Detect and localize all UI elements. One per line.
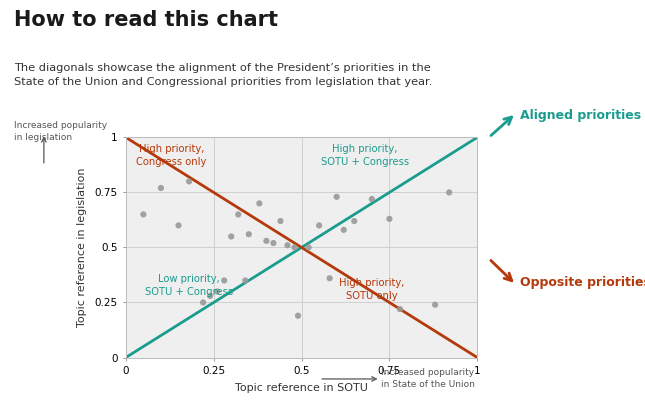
Text: High priority,
SOTU only: High priority, SOTU only — [339, 278, 404, 301]
Text: Increased popularity
in legislation: Increased popularity in legislation — [14, 121, 107, 142]
Text: Increased popularity
in State of the Union: Increased popularity in State of the Uni… — [381, 368, 475, 389]
Point — [156, 185, 166, 191]
Point — [349, 218, 359, 224]
Text: High priority,
Congress only: High priority, Congress only — [136, 144, 206, 167]
Point — [240, 277, 250, 284]
Point — [290, 244, 300, 250]
Text: How to read this chart: How to read this chart — [14, 10, 278, 30]
Point — [219, 277, 230, 284]
Point — [205, 292, 215, 299]
Point — [366, 196, 377, 202]
Point — [339, 227, 349, 233]
Point — [275, 218, 286, 224]
Point — [138, 211, 148, 218]
Point — [226, 233, 237, 240]
Point — [184, 178, 194, 185]
Point — [268, 240, 279, 246]
Point — [444, 189, 454, 196]
Point — [324, 275, 335, 282]
Text: High priority,
SOTU + Congress: High priority, SOTU + Congress — [321, 144, 409, 167]
Point — [283, 242, 293, 248]
Text: The diagonals showcase the alignment of the President’s priorities in the
State : The diagonals showcase the alignment of … — [14, 63, 433, 86]
Point — [233, 211, 243, 218]
Text: Aligned priorities: Aligned priorities — [520, 109, 641, 122]
Point — [303, 244, 313, 250]
Point — [174, 222, 184, 229]
Point — [198, 299, 208, 306]
Point — [384, 216, 395, 222]
Y-axis label: Topic reference in legislation: Topic reference in legislation — [77, 168, 87, 327]
Point — [395, 306, 405, 312]
Point — [244, 231, 254, 238]
Point — [261, 238, 272, 244]
X-axis label: Topic reference in SOTU: Topic reference in SOTU — [235, 383, 368, 393]
Text: Low priority,
SOTU + Congress: Low priority, SOTU + Congress — [145, 274, 233, 297]
Point — [332, 194, 342, 200]
Point — [293, 312, 303, 319]
Text: Opposite priorities: Opposite priorities — [520, 276, 645, 289]
Point — [254, 200, 264, 207]
Point — [212, 288, 223, 295]
Point — [314, 222, 324, 229]
Point — [430, 301, 441, 308]
